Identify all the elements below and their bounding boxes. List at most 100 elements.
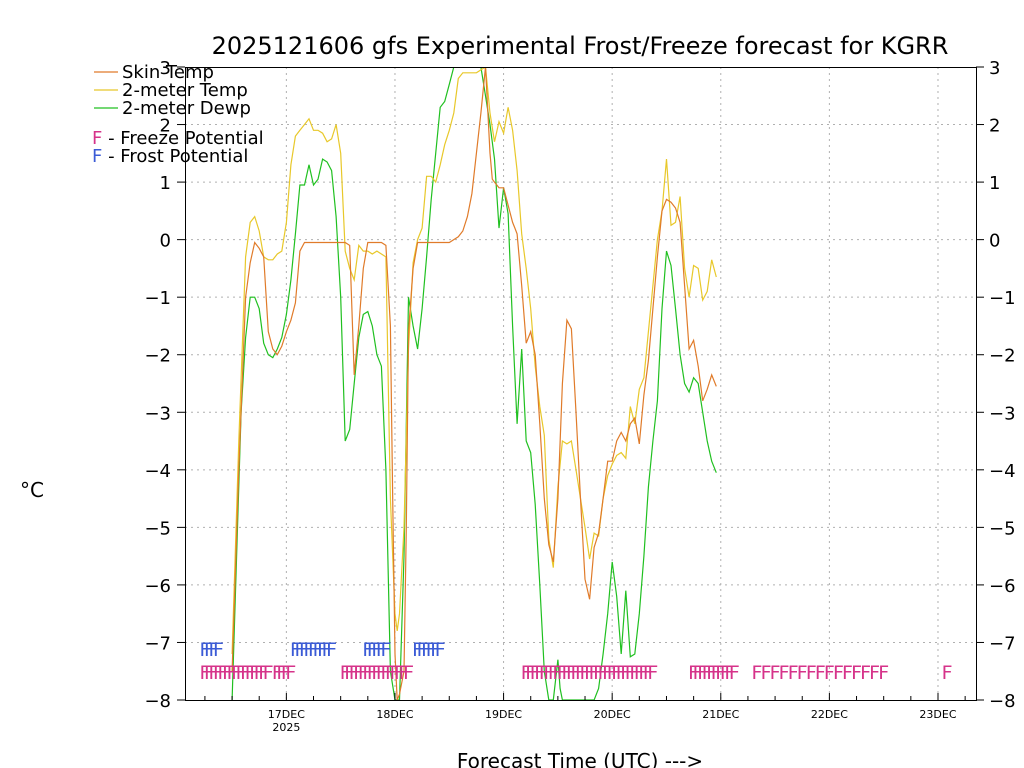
frost-flag: F bbox=[376, 639, 387, 661]
series-line-skin-temp bbox=[231, 67, 717, 700]
freeze-flag: F bbox=[353, 662, 364, 684]
freeze-flag: F bbox=[638, 662, 649, 684]
flag-legend-symbol: F bbox=[92, 128, 102, 149]
freeze-flag: F bbox=[729, 662, 740, 684]
y-axis-right: 3 2 1 0 −1 −2 −3 −4 −5 −6 −7 −8 bbox=[976, 58, 1016, 712]
freeze-flag: F bbox=[566, 662, 577, 684]
frost-flag: F bbox=[371, 639, 382, 661]
y-tick-label: −2 bbox=[144, 346, 171, 367]
freeze-flag: F bbox=[394, 662, 405, 684]
y-axis-label: °C bbox=[20, 478, 44, 502]
freeze-flag: F bbox=[589, 662, 600, 684]
freeze-flag: F bbox=[399, 662, 410, 684]
freeze-flag: F bbox=[213, 662, 224, 684]
frost-flag: F bbox=[308, 639, 319, 661]
freeze-flag: F bbox=[530, 662, 541, 684]
frost-flag: F bbox=[213, 639, 224, 661]
freeze-flag: F bbox=[611, 662, 622, 684]
freeze-flag: F bbox=[552, 662, 563, 684]
freeze-flag: F bbox=[534, 662, 545, 684]
freeze-flag: F bbox=[525, 662, 536, 684]
freeze-flag: F bbox=[607, 662, 618, 684]
freeze-flag: F bbox=[543, 662, 554, 684]
freeze-flag: F bbox=[824, 662, 835, 684]
freeze-flag: F bbox=[371, 662, 382, 684]
legend-label: 2-meter Dewp bbox=[122, 98, 251, 119]
y-tick-label-right: −8 bbox=[989, 691, 1016, 712]
freeze-flag: F bbox=[557, 662, 568, 684]
freeze-flag: F bbox=[761, 662, 772, 684]
frost-flag: F bbox=[294, 639, 305, 661]
freeze-flag: F bbox=[724, 662, 735, 684]
freeze-flag: F bbox=[575, 662, 586, 684]
freeze-flag: F bbox=[797, 662, 808, 684]
frost-flag: F bbox=[322, 639, 333, 661]
x-tick-label: 21DEC bbox=[702, 708, 739, 721]
freeze-flag: F bbox=[208, 662, 219, 684]
freeze-flag: F bbox=[204, 662, 215, 684]
frost-flag: F bbox=[313, 639, 324, 661]
grid bbox=[185, 67, 976, 700]
frost-flag: F bbox=[426, 639, 437, 661]
freeze-flag: F bbox=[385, 662, 396, 684]
freeze-flag: F bbox=[258, 662, 269, 684]
freeze-flag: F bbox=[218, 662, 229, 684]
y-tick-label-right: −2 bbox=[989, 346, 1016, 367]
freeze-flag: F bbox=[362, 662, 373, 684]
freeze-flag: F bbox=[625, 662, 636, 684]
freeze-flag: F bbox=[376, 662, 387, 684]
x-tick-sublabel: 2025 bbox=[272, 721, 300, 734]
frost-flag: F bbox=[299, 639, 310, 661]
freeze-flag: F bbox=[276, 662, 287, 684]
frost-flag: F bbox=[367, 639, 378, 661]
freeze-flag: F bbox=[521, 662, 532, 684]
freeze-flag: F bbox=[584, 662, 595, 684]
y-tick-label: −1 bbox=[144, 288, 171, 309]
series-layer bbox=[231, 67, 717, 700]
freeze-flag: F bbox=[616, 662, 627, 684]
freeze-flag: F bbox=[281, 662, 292, 684]
frost-flag: F bbox=[421, 639, 432, 661]
freeze-flag: F bbox=[580, 662, 591, 684]
freeze-flag: F bbox=[720, 662, 731, 684]
frost-flag: F bbox=[326, 639, 337, 661]
freeze-flag: F bbox=[869, 662, 880, 684]
freeze-flag: F bbox=[878, 662, 889, 684]
freeze-flag: F bbox=[788, 662, 799, 684]
freeze-flag: F bbox=[231, 662, 242, 684]
frost-flag: F bbox=[362, 639, 373, 661]
frost-flag: F bbox=[412, 639, 423, 661]
x-axis-label: Forecast Time (UTC) ---> bbox=[457, 749, 703, 768]
legend-label: 2-meter Temp bbox=[122, 80, 248, 101]
frost-flag: F bbox=[380, 639, 391, 661]
freeze-flag: F bbox=[779, 662, 790, 684]
freeze-flag: F bbox=[380, 662, 391, 684]
y-tick-label: −8 bbox=[144, 691, 171, 712]
freeze-flag: F bbox=[240, 662, 251, 684]
y-tick-label: 2 bbox=[160, 116, 171, 137]
x-tick-label: 22DEC bbox=[811, 708, 848, 721]
freeze-flag: F bbox=[349, 662, 360, 684]
y-tick-label: 0 bbox=[160, 231, 171, 252]
y-tick-label-right: −4 bbox=[989, 461, 1016, 482]
y-axis-left: 3 2 1 0 −1 −2 −3 −4 −5 −6 −7 −8 bbox=[144, 58, 185, 712]
flag-legend-entry: F - Frost Potential bbox=[92, 146, 248, 167]
freeze-flag: F bbox=[340, 662, 351, 684]
freeze-flag: F bbox=[222, 662, 233, 684]
freeze-flag: F bbox=[367, 662, 378, 684]
freeze-flag: F bbox=[548, 662, 559, 684]
freeze-flag: F bbox=[254, 662, 265, 684]
y-tick-label-right: −6 bbox=[989, 576, 1016, 597]
frost-flag: F bbox=[199, 639, 210, 661]
freeze-flag: F bbox=[697, 662, 708, 684]
freeze-flag: F bbox=[842, 662, 853, 684]
y-tick-label: −4 bbox=[144, 461, 171, 482]
frost-flag: F bbox=[204, 639, 215, 661]
freeze-flag: F bbox=[263, 662, 274, 684]
freeze-flag: F bbox=[598, 662, 609, 684]
frost-flag: F bbox=[208, 639, 219, 661]
x-tick-label: 23DEC bbox=[919, 708, 956, 721]
freeze-flag: F bbox=[389, 662, 400, 684]
